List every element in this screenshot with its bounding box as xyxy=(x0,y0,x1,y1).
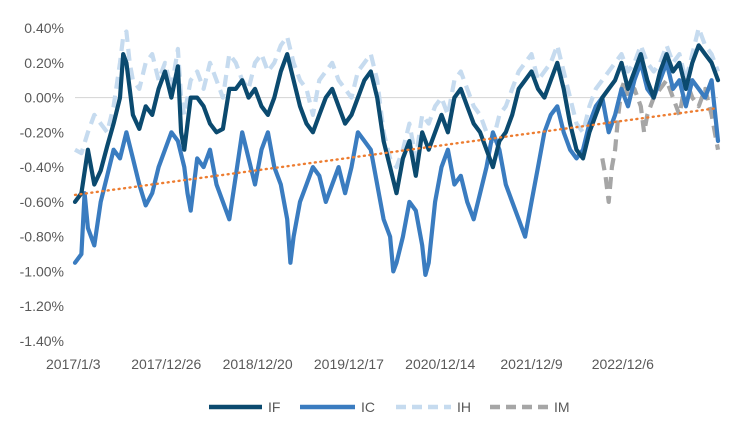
x-tick-label: 2020/12/14 xyxy=(405,356,475,372)
y-tick-label: 0.40% xyxy=(24,20,64,36)
series-group xyxy=(72,25,721,277)
x-tick-label: 2019/12/17 xyxy=(314,356,384,372)
y-tick-label: 0.00% xyxy=(24,90,64,106)
legend-item-im: IM xyxy=(490,399,570,415)
legend-label: IM xyxy=(554,399,570,415)
legend-label: IH xyxy=(457,399,471,415)
x-axis-labels: 2017/1/3 2017/12/26 2018/12/20 2019/12/17 20… xyxy=(46,356,654,372)
x-tick-label: 2018/12/20 xyxy=(223,356,293,372)
legend-item-if: IF xyxy=(209,399,280,415)
legend-item-ic: IC xyxy=(300,399,375,415)
y-tick-label: -0.60% xyxy=(20,194,64,210)
x-tick-label: 2017/12/26 xyxy=(131,356,201,372)
legend-label: IF xyxy=(268,399,280,415)
x-tick-label: 2017/1/3 xyxy=(46,356,101,372)
y-tick-label: -0.20% xyxy=(20,124,64,140)
y-axis-labels: 0.40% 0.20% 0.00% -0.20% -0.40% -0.60% -0.80% -… xyxy=(20,20,64,349)
y-tick-label: -1.40% xyxy=(20,333,64,349)
y-tick-label: -0.40% xyxy=(20,159,64,175)
y-tick-label: -1.20% xyxy=(20,298,64,314)
y-tick-label: 0.20% xyxy=(24,55,64,71)
series-line-trend xyxy=(73,106,720,197)
x-tick-label: 2021/12/9 xyxy=(500,356,562,372)
series-line-if xyxy=(72,43,721,204)
legend: IF IC IH IM xyxy=(209,399,570,415)
y-tick-label: -0.80% xyxy=(20,229,64,245)
legend-item-ih: IH xyxy=(396,399,471,415)
series-line-ic xyxy=(72,60,721,277)
legend-label: IC xyxy=(361,399,375,415)
series-line-im xyxy=(600,78,721,204)
x-tick-label: 2022/12/6 xyxy=(592,356,654,372)
y-tick-label: -1.00% xyxy=(20,263,64,279)
